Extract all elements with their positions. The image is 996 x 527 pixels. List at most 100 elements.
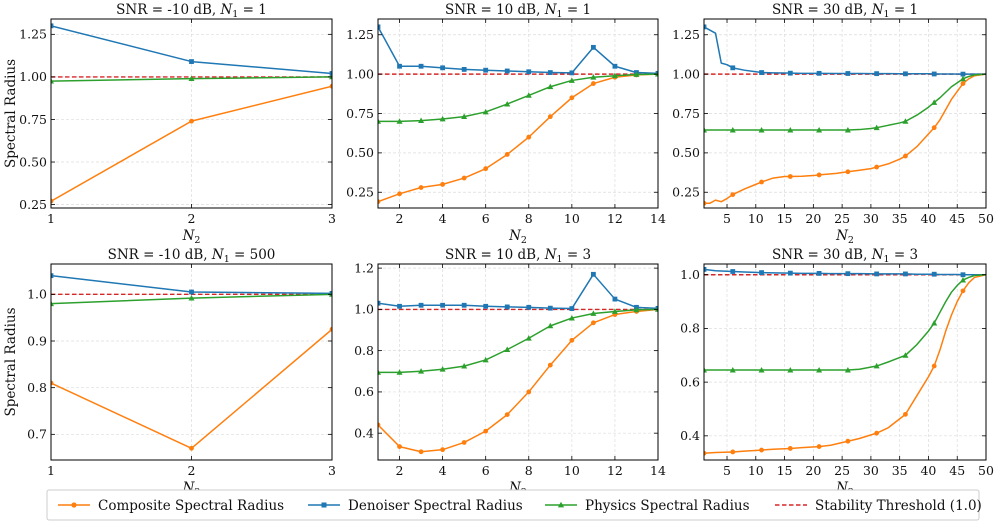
marker-composite — [547, 362, 553, 368]
x-tick-label: 45 — [949, 211, 965, 226]
marker-denoiser — [759, 270, 764, 275]
plot-area — [51, 23, 332, 204]
marker-physics — [633, 306, 640, 313]
legend: Composite Spectral Radius Denoiser Spect… — [46, 489, 982, 521]
marker-composite — [931, 363, 937, 369]
x-tick-label: 50 — [978, 211, 994, 226]
y-tick-label: 0.8 — [27, 380, 47, 395]
marker-composite — [397, 444, 402, 449]
x-tick-label: 8 — [525, 211, 533, 226]
marker-denoiser — [547, 305, 553, 311]
y-tick-label: 1.00 — [19, 69, 47, 84]
marker-composite — [504, 152, 510, 157]
marker-composite — [759, 447, 764, 453]
plot-area — [51, 273, 332, 451]
marker-denoiser — [483, 303, 489, 309]
x-tick-label: 10 — [748, 463, 764, 478]
marker-composite — [845, 438, 851, 444]
marker-composite — [816, 444, 822, 449]
marker-physics — [633, 71, 640, 77]
marker-physics — [568, 314, 575, 321]
marker-physics — [525, 335, 532, 341]
series-line-composite — [378, 73, 658, 203]
marker-denoiser — [590, 271, 596, 277]
marker-composite — [931, 125, 937, 131]
marker-physics — [959, 75, 966, 82]
y-tick-label: 1.25 — [19, 27, 47, 42]
panel-1: 0.25 0.50 0.75 1.00 1.25 1 2 3 SNR = -10 dB, N1 … — [3, 2, 336, 246]
x-tick-label: 20 — [805, 463, 821, 478]
y-tick-label: 1.0 — [27, 287, 47, 302]
y-tick-label: 0.8 — [680, 321, 700, 336]
series-line-composite — [51, 85, 332, 202]
legend-label-physics: Physics Spectral Radius — [585, 498, 750, 514]
y-axis-label: Spectral Radius — [3, 59, 19, 168]
plot-area — [378, 271, 658, 455]
marker-physics — [611, 308, 618, 314]
marker-denoiser — [903, 271, 908, 277]
marker-physics — [902, 118, 909, 124]
x-tick-label: 30 — [863, 463, 879, 478]
marker-physics — [758, 126, 765, 133]
marker-physics — [787, 126, 794, 133]
marker-denoiser — [960, 71, 966, 77]
x-tick-label: 35 — [892, 463, 908, 478]
y-tick-label: 0.50 — [672, 145, 700, 160]
y-tick-label: 1.00 — [672, 66, 700, 81]
marker-composite — [547, 114, 553, 120]
marker-composite — [759, 179, 764, 185]
marker-denoiser — [504, 304, 510, 310]
axes-frame — [377, 263, 659, 461]
marker-denoiser — [787, 70, 793, 76]
x-tick-label: 12 — [607, 463, 623, 478]
x-tick-label: 10 — [564, 463, 580, 478]
x-tick-label: 2 — [188, 211, 196, 226]
x-tick-label: 10 — [748, 211, 764, 226]
marker-composite — [816, 172, 822, 178]
marker-physics — [590, 74, 597, 80]
axes-frame — [703, 263, 987, 461]
y-tick-label: 0.6 — [354, 384, 374, 399]
legend-label-composite: Composite Spectral Radius — [98, 498, 284, 514]
marker-denoiser — [329, 291, 332, 296]
marker-denoiser — [704, 266, 707, 272]
marker-denoiser — [483, 67, 489, 73]
y-tick-label: 0.4 — [354, 425, 374, 440]
x-tick-label: 10 — [564, 211, 580, 226]
panel-title: SNR = -10 dB, N1 = 1 — [116, 2, 267, 20]
marker-composite — [787, 174, 793, 179]
marker-denoiser — [378, 300, 381, 306]
panel-3: 0.25 0.50 0.75 1.00 1.25 5 10 15 20 25 30 35 40 45 50 S… — [672, 2, 994, 246]
marker-denoiser — [759, 70, 764, 75]
marker-physics — [758, 366, 765, 373]
legend-label-denoiser: Denoiser Spectral Radius — [348, 498, 523, 514]
y-tick-label: 0.75 — [672, 106, 700, 121]
marker-physics — [378, 118, 381, 124]
panel-6: 0.4 0.6 0.8 1.0 5 10 15 20 25 30 35 40 45 50 SNR = 30 … — [680, 247, 994, 498]
y-tick-label: 1.00 — [346, 66, 374, 81]
marker-denoiser — [51, 23, 54, 29]
marker-composite — [730, 192, 736, 198]
series-line-denoiser — [378, 273, 658, 310]
marker-composite — [590, 81, 596, 86]
marker-physics — [51, 300, 54, 307]
x-tick-label: 30 — [863, 211, 879, 226]
marker-composite — [483, 166, 489, 172]
x-tick-label: 5 — [723, 463, 731, 478]
marker-denoiser — [461, 67, 467, 72]
marker-physics — [873, 124, 880, 131]
x-tick-label: 1 — [47, 211, 55, 226]
marker-physics — [787, 366, 794, 373]
marker-denoiser — [397, 63, 402, 69]
x-tick-label: 2 — [188, 463, 196, 478]
plot-area — [378, 24, 658, 205]
y-tick-label: 0.25 — [346, 185, 374, 200]
marker-composite — [461, 175, 467, 181]
x-tick-label: 14 — [650, 463, 666, 478]
marker-denoiser — [931, 71, 937, 77]
marker-physics — [51, 78, 54, 84]
marker-physics — [396, 118, 403, 124]
marker-composite — [189, 118, 194, 124]
x-tick-label: 4 — [439, 211, 447, 226]
